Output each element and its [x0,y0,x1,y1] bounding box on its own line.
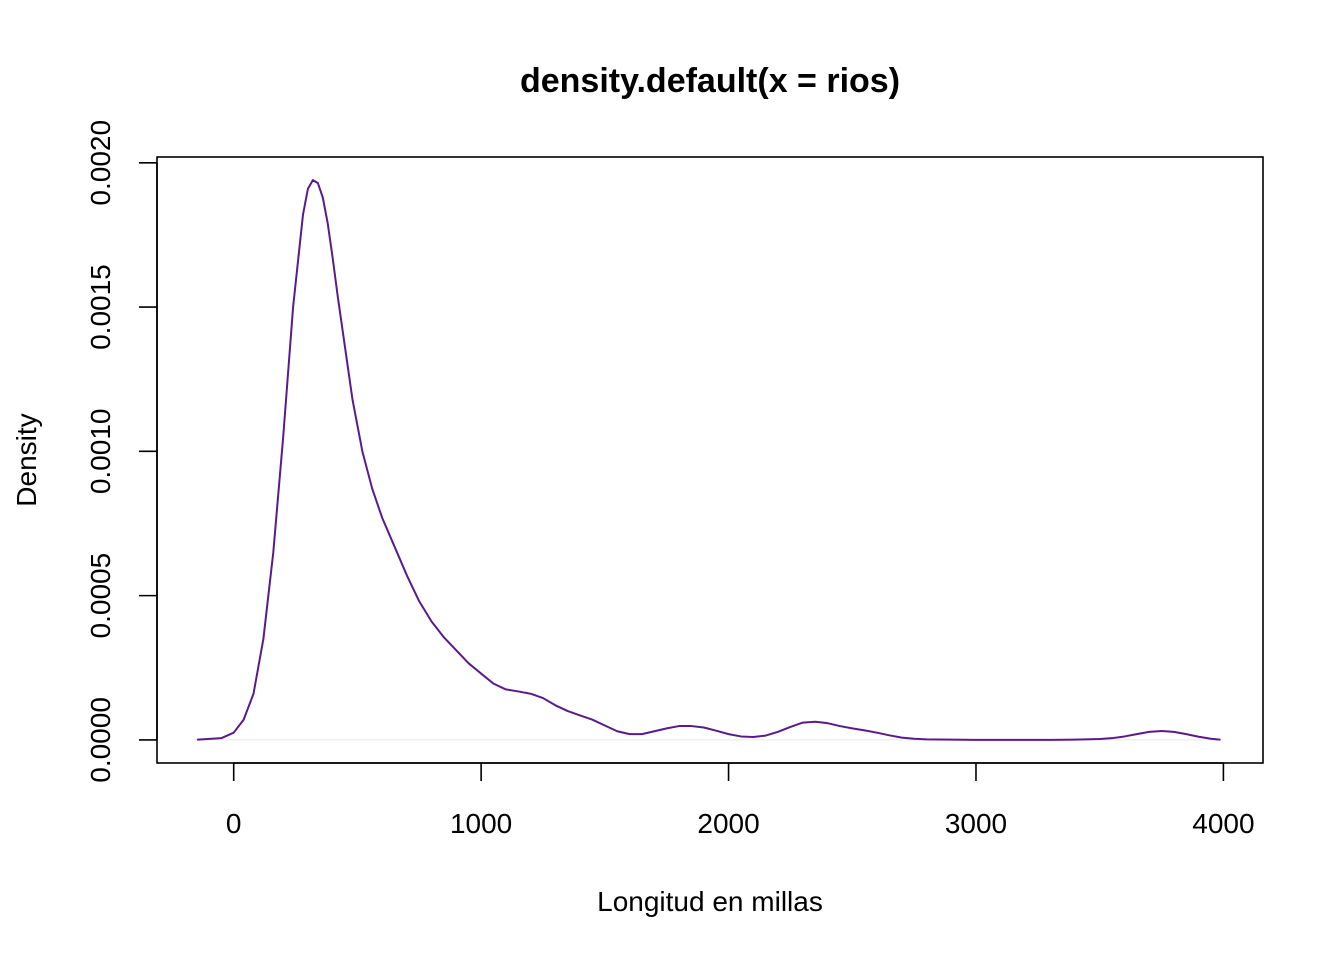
y-tick-label: 0.0005 [85,553,116,639]
y-tick-label: 0.0015 [85,264,116,350]
x-axis-label: Longitud en millas [597,886,823,917]
y-axis-label: Density [11,413,42,506]
x-tick-label: 4000 [1192,808,1254,839]
x-tick-label: 2000 [697,808,759,839]
x-tick-label: 0 [226,808,242,839]
plot-frame [156,156,1264,764]
y-tick-label: 0.0000 [85,697,116,783]
x-tick-label: 3000 [945,808,1007,839]
x-axis: 0 1000 2000 3000 4000 [226,762,1255,839]
density-curve [196,179,1221,741]
y-axis: 0.0000 0.0005 0.0010 0.0015 0.0020 [85,120,158,783]
y-tick-label: 0.0010 [85,409,116,495]
chart-title: density.default(x = rios) [520,62,900,100]
y-tick-label: 0.0020 [85,120,116,206]
x-tick-label: 1000 [450,808,512,839]
